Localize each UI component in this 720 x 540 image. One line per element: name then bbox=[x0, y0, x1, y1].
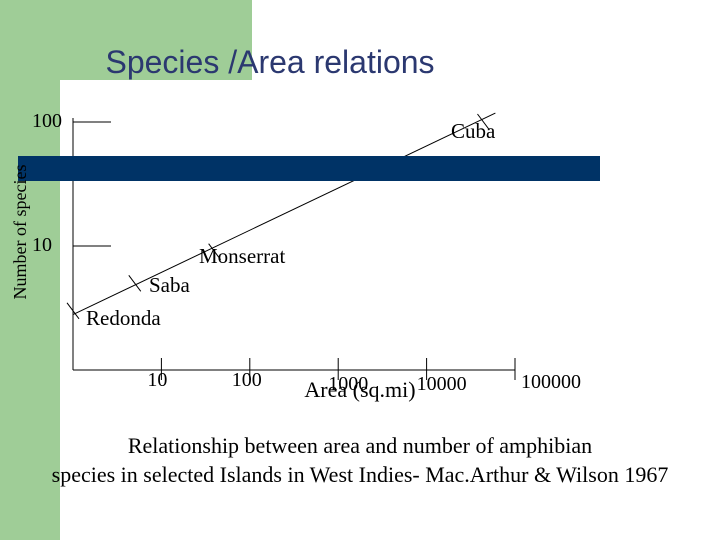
point-marker-saba bbox=[128, 275, 142, 292]
y-axis-label: Number of species bbox=[10, 164, 30, 300]
x-tick-label-10000: 10000 bbox=[416, 373, 467, 395]
x-tick-label-100000: 100000 bbox=[521, 371, 581, 393]
point-marker-monserrat bbox=[208, 243, 222, 260]
x-tick-label-10: 10 bbox=[147, 369, 168, 391]
x-tick-label-100: 100 bbox=[231, 369, 262, 391]
decorative-band bbox=[18, 156, 600, 181]
accent-panel-top bbox=[0, 0, 252, 80]
y-tick-label-10: 10 bbox=[32, 234, 52, 256]
point-label-redonda: Redonda bbox=[86, 306, 161, 330]
slide-title: Species /Area relations bbox=[105, 44, 435, 80]
x-tick-label-1000: 1000 bbox=[328, 373, 369, 395]
x-axis-label: Area (sq.mi) bbox=[304, 377, 416, 402]
point-marker-redonda bbox=[66, 302, 80, 320]
caption-line-1: Relationship between area and number of … bbox=[127, 433, 593, 458]
caption-line-2: species in selected Islands in West Indi… bbox=[51, 462, 669, 487]
point-marker-cuba bbox=[477, 113, 490, 131]
point-label-cuba: Cuba bbox=[451, 119, 496, 143]
point-label-saba: Saba bbox=[149, 273, 190, 297]
point-label-monserrat: Monserrat bbox=[199, 244, 286, 268]
y-tick-label-100: 100 bbox=[32, 110, 62, 132]
trend-line bbox=[72, 112, 496, 316]
